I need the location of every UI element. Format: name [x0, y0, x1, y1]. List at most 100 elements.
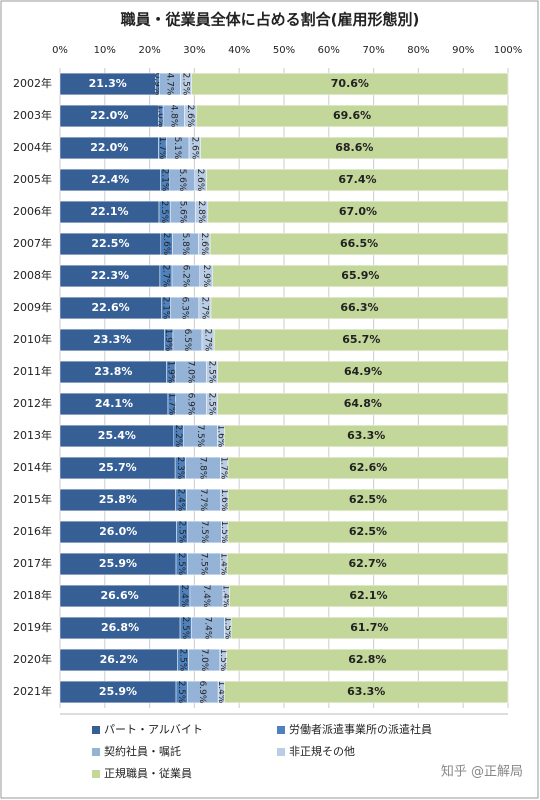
data-label: 67.0%: [339, 205, 377, 218]
legend-label: 契約社員・嘱託: [104, 744, 181, 758]
data-label: 26.2%: [100, 653, 138, 666]
data-label: 68.6%: [335, 141, 373, 154]
data-label: 26.8%: [101, 621, 139, 634]
data-label: 24.1%: [95, 397, 133, 410]
data-label: 62.8%: [348, 653, 386, 666]
data-label: 66.3%: [340, 301, 378, 314]
data-label: 2.5%: [181, 73, 191, 96]
bar-segment: [227, 456, 509, 480]
y-tick-label: 2013年: [13, 428, 52, 442]
data-label: 2.9%: [201, 265, 211, 288]
bar-segment: [217, 392, 509, 416]
x-tick-label: 70%: [362, 45, 384, 56]
y-tick-label: 2009年: [13, 300, 52, 314]
y-tick-label: 2019年: [13, 620, 52, 634]
data-label: 23.3%: [93, 333, 131, 346]
legend-label: 非正規その他: [289, 744, 355, 758]
data-label: 1.4%: [218, 553, 228, 576]
data-label: 2.5%: [176, 681, 186, 704]
data-label: 22.5%: [91, 237, 129, 250]
data-label: 1.5%: [222, 617, 232, 640]
data-label: 70.6%: [331, 77, 369, 90]
data-label: 2.6%: [161, 233, 171, 256]
data-label: 7.5%: [199, 553, 209, 576]
data-label: 2.1%: [160, 297, 170, 320]
data-label: 7.7%: [198, 489, 208, 512]
data-label: 2.5%: [176, 553, 186, 576]
data-label: 2.6%: [185, 105, 195, 128]
data-label: 2.5%: [207, 393, 217, 416]
data-label: 2.2%: [173, 425, 183, 448]
y-tick-label: 2003年: [13, 108, 52, 122]
x-tick-label: 90%: [452, 45, 474, 56]
watermark: 知乎 @正解局: [441, 764, 523, 780]
data-label: 1.4%: [216, 681, 226, 704]
data-label: 4.7%: [164, 73, 174, 96]
data-label: 7.0%: [199, 649, 209, 672]
data-label: 25.9%: [99, 557, 137, 570]
data-label: 1.7%: [219, 457, 229, 480]
bar-segment: [229, 584, 508, 608]
y-tick-label: 2006年: [13, 204, 52, 218]
data-label: 2.6%: [199, 233, 209, 256]
y-tick-label: 2017年: [13, 556, 52, 570]
data-label: 22.0%: [90, 141, 128, 154]
data-label: 25.4%: [98, 429, 136, 442]
data-label: 2.5%: [177, 649, 187, 672]
bar-segment: [213, 328, 509, 352]
y-tick-label: 2016年: [13, 524, 52, 538]
data-label: 1.7%: [166, 393, 176, 416]
data-label: 7.4%: [202, 617, 212, 640]
data-label: 64.8%: [344, 397, 382, 410]
x-tick-label: 10%: [94, 45, 116, 56]
y-tick-label: 2012年: [13, 396, 52, 410]
data-label: 1.9%: [165, 361, 175, 384]
y-tick-label: 2005年: [13, 172, 52, 186]
data-label: 4.8%: [168, 105, 178, 128]
bar-segment: [210, 296, 509, 320]
data-label: 5.6%: [177, 201, 187, 224]
y-tick-label: 2018年: [13, 588, 52, 602]
data-label: 2.3%: [175, 457, 185, 480]
data-label: 63.3%: [347, 685, 385, 698]
data-label: 66.5%: [340, 237, 378, 250]
y-tick-label: 2011年: [13, 364, 52, 378]
data-label: 22.4%: [91, 173, 129, 186]
y-tick-label: 2021年: [13, 684, 52, 698]
x-tick-label: 30%: [183, 45, 205, 56]
data-label: 62.5%: [349, 493, 387, 506]
y-tick-label: 2010年: [13, 332, 52, 346]
data-label: 26.6%: [100, 589, 138, 602]
legend-swatch: [277, 726, 285, 734]
y-tick-label: 2007年: [13, 236, 52, 250]
data-label: 2.7%: [199, 297, 209, 320]
data-label: 2.5%: [159, 201, 169, 224]
legend-swatch: [92, 770, 100, 778]
x-tick-label: 0%: [52, 45, 68, 56]
data-label: 5.6%: [177, 169, 187, 192]
legend-label: 労働者派遣事業所の派遣社員: [289, 722, 432, 736]
data-label: 65.9%: [341, 269, 379, 282]
data-label: 0.9%: [152, 73, 162, 96]
y-tick-label: 2008年: [13, 268, 52, 282]
bar-segment: [207, 200, 509, 224]
data-label: 6.5%: [182, 329, 192, 352]
x-tick-label: 100%: [494, 45, 523, 56]
data-label: 6.3%: [179, 297, 189, 320]
data-label: 2.7%: [203, 329, 213, 352]
x-tick-label: 40%: [228, 45, 250, 56]
data-label: 67.4%: [338, 173, 376, 186]
legend-label: パート・アルバイト: [104, 723, 203, 736]
data-label: 7.4%: [201, 585, 211, 608]
x-tick-label: 80%: [407, 45, 429, 56]
data-label: 2.1%: [160, 169, 170, 192]
x-tick-label: 60%: [318, 45, 340, 56]
y-tick-label: 2004年: [13, 140, 52, 154]
data-label: 2.5%: [180, 617, 190, 640]
data-label: 2.4%: [179, 585, 189, 608]
data-label: 25.7%: [98, 461, 136, 474]
data-label: 2.6%: [195, 169, 205, 192]
data-label: 65.7%: [342, 333, 380, 346]
data-label: 23.8%: [94, 365, 132, 378]
